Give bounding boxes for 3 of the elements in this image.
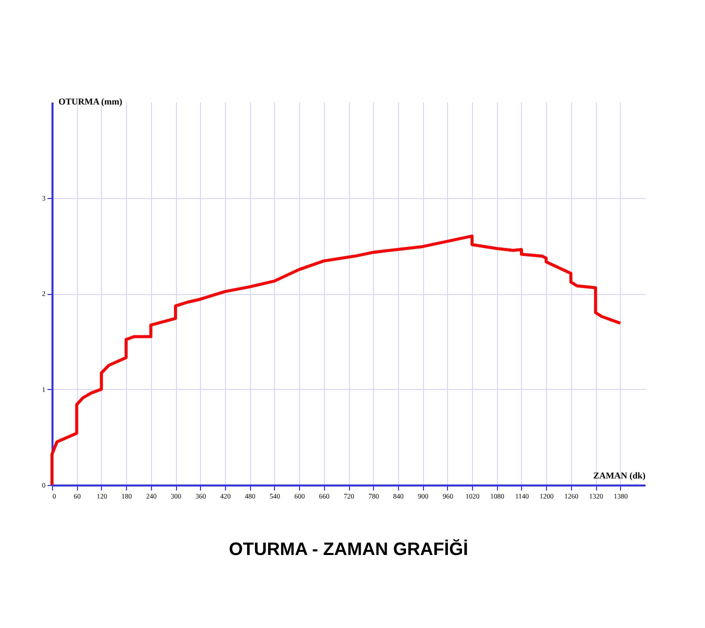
y-axis-title: OTURMA (mm) [58, 96, 122, 106]
x-axis-title: ZAMAN (dk) [593, 470, 646, 480]
text: OTURMA - ZAMAN GRAFİĞİ [228, 539, 468, 559]
